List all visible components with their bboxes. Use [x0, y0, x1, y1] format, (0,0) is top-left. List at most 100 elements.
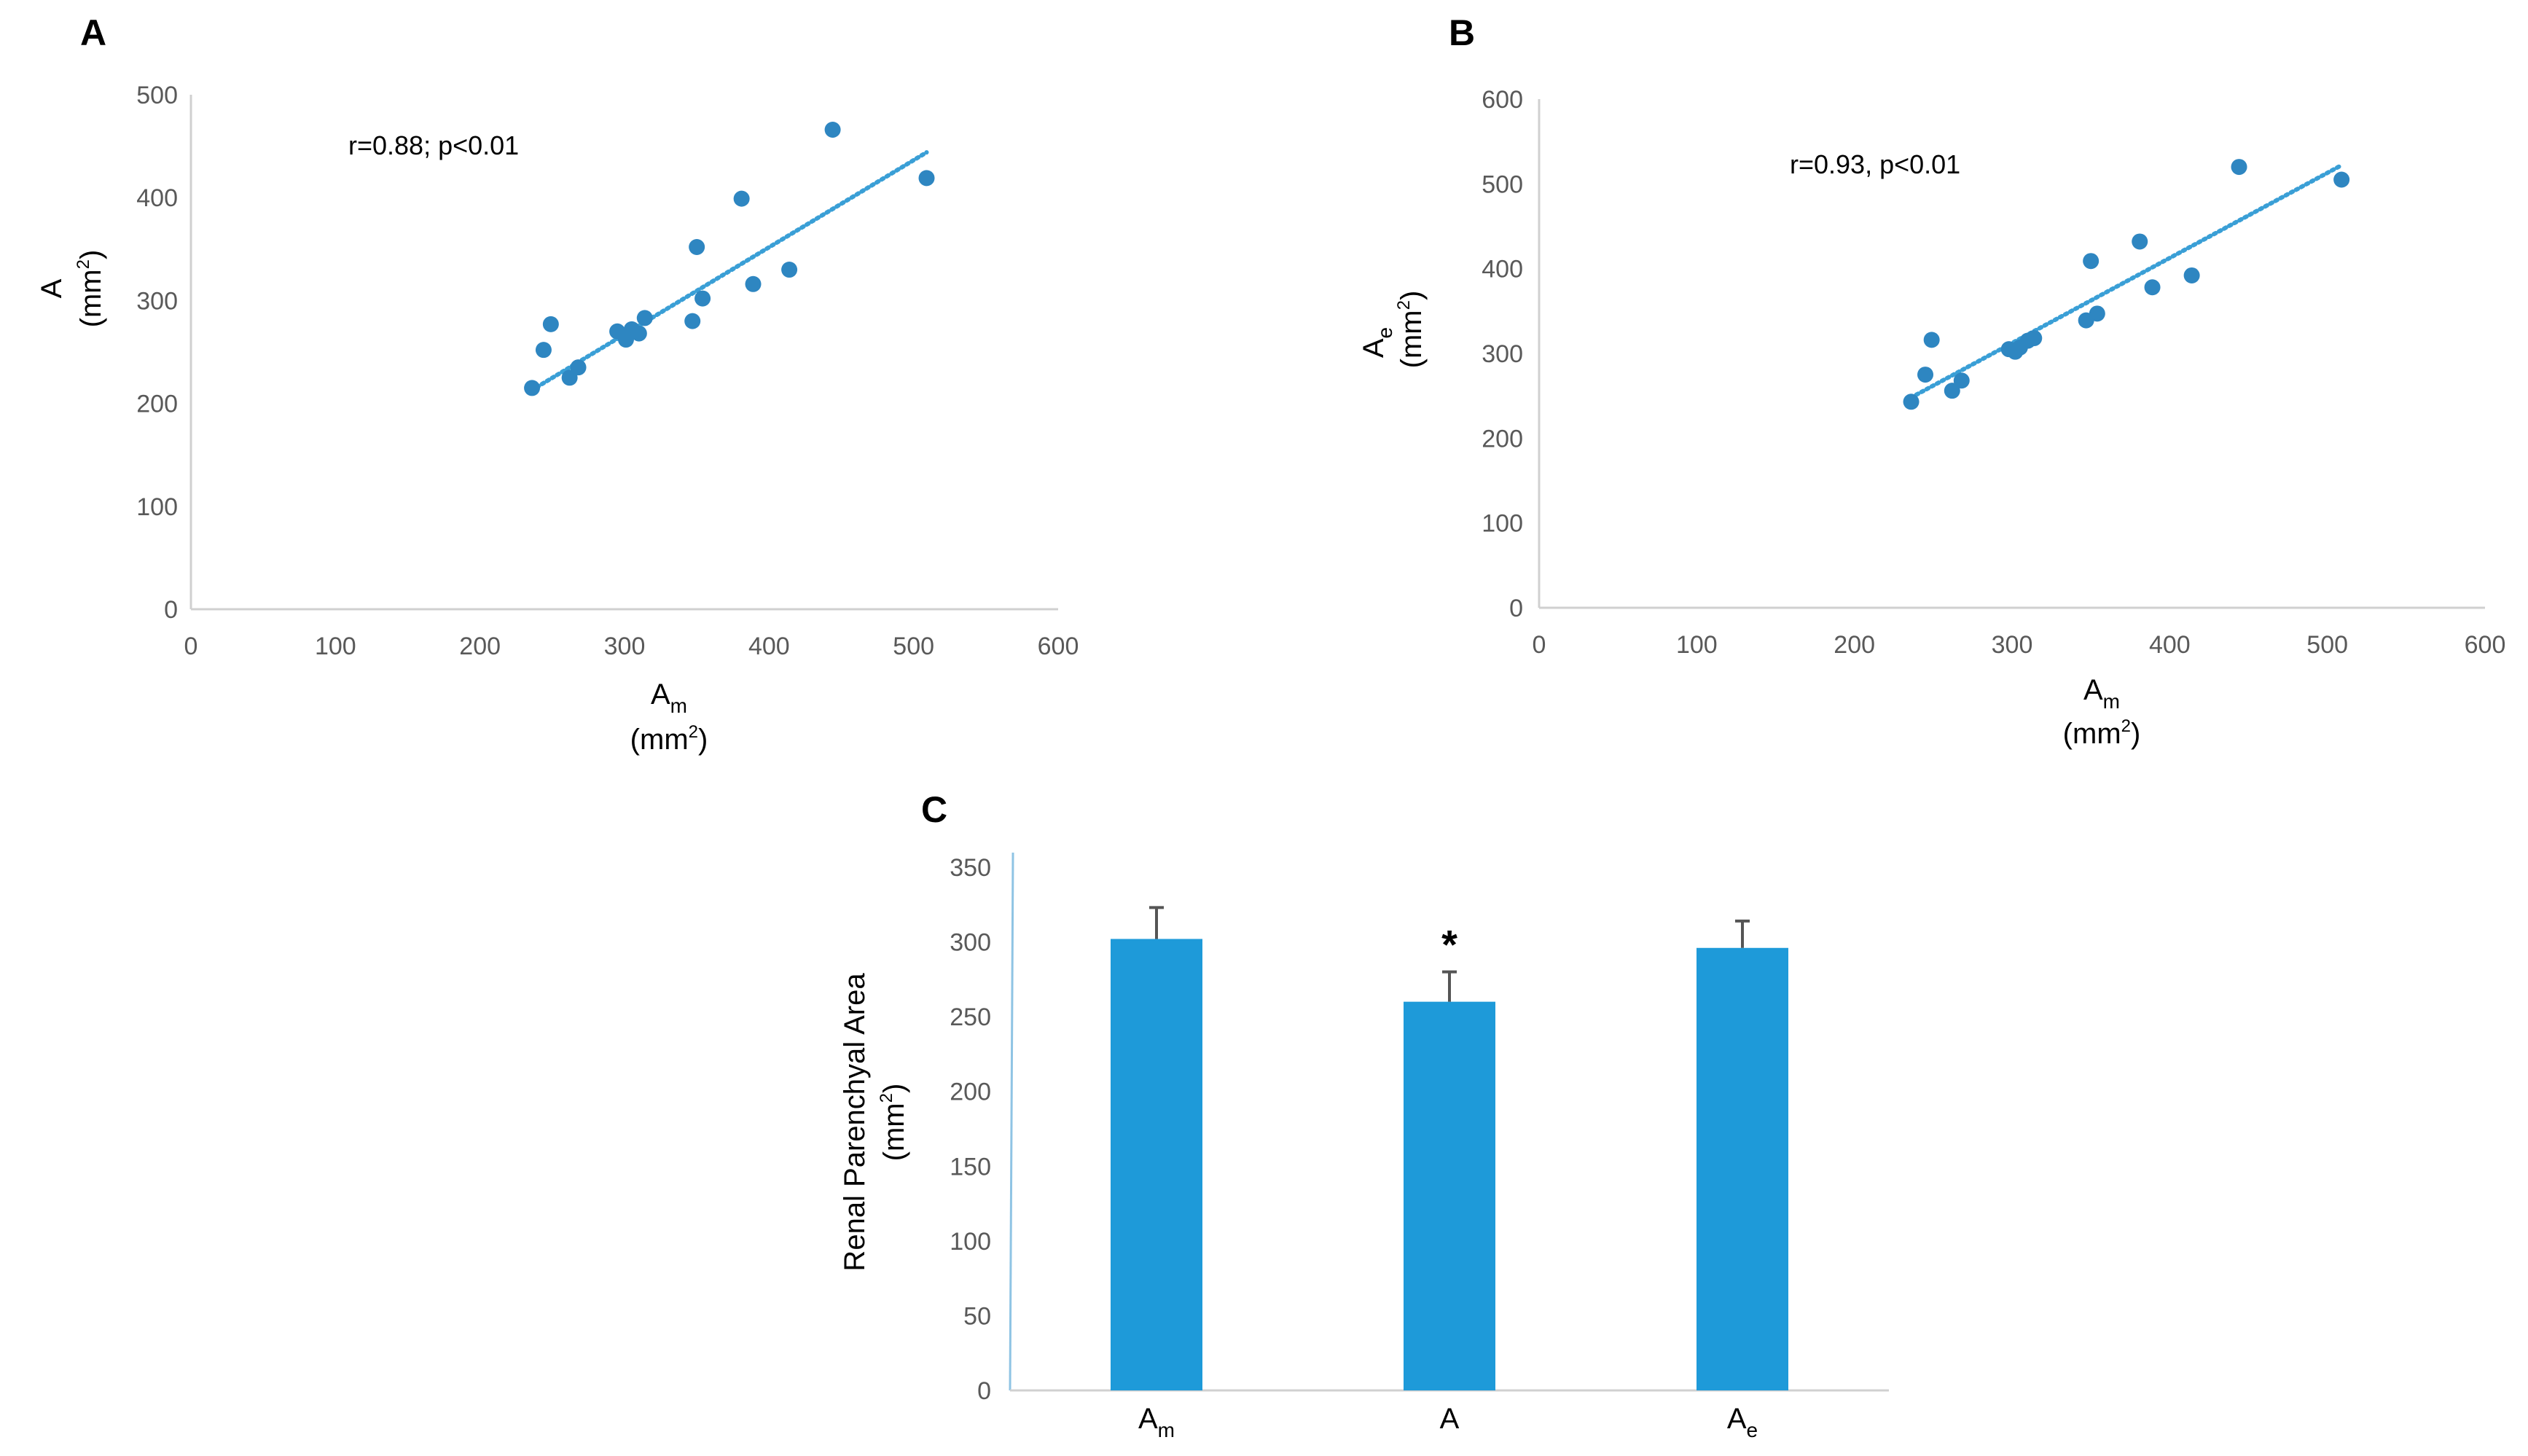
- panel-a-trendline-layer: [530, 150, 929, 393]
- panel-b-y-axis-unit: (mm2): [1394, 291, 1428, 369]
- panel-a-x-tick-label: 0: [184, 633, 198, 660]
- panel-a-y-tick-label: 200: [136, 391, 178, 418]
- panel-a-data-point: [689, 238, 705, 255]
- panel-a-data-point: [542, 316, 559, 332]
- panel-a-x-axis-title: Am: [651, 678, 687, 717]
- panel-b-x-tick-label: 200: [1834, 631, 1875, 659]
- panel-a-y-tick-label: 100: [136, 493, 178, 521]
- panel-a-data-point: [918, 170, 935, 187]
- panel-b-data-point: [2231, 159, 2247, 176]
- panel-b-data-point: [2089, 305, 2105, 322]
- panel-b-data-point: [2144, 279, 2161, 296]
- svg-text:(mm2): (mm2): [877, 1084, 910, 1162]
- panel-c-y-axis-line: [1009, 852, 1014, 1391]
- panel-a-x-tick-labels: 0 100 200 300 400 500 600: [184, 633, 1079, 660]
- panel-b-data-point: [2183, 267, 2200, 283]
- panel-b-data-point: [2083, 253, 2100, 270]
- panel-b-y-tick-labels: 0 100 200 300 400 500 600: [1482, 86, 1523, 622]
- panel-b-x-tick-label: 400: [2149, 631, 2191, 659]
- panel-a-y-axis-title: A: [36, 278, 68, 298]
- panel-a-data-point: [684, 313, 701, 329]
- panel-b-data-point: [1953, 372, 1970, 389]
- panel-c-y-tick-labels: 0 50 100 150 200 250 300 350: [950, 854, 991, 1405]
- panel-a-data-point: [733, 190, 750, 207]
- panel-b-x-tick-labels: 0 100 200 300 400 500 600: [1533, 631, 2506, 659]
- panel-c-y-tick-label: 100: [950, 1228, 991, 1256]
- scatter-panel-a: A 0 100 200 300 400 500 0 100 200 300 400 500 600 r…: [36, 12, 1079, 756]
- panel-b-x-tick-label: 500: [2306, 631, 2348, 659]
- panel-b-y-tick-label: 400: [1482, 256, 1523, 283]
- panel-b-y-axis-title: Ae: [1358, 327, 1396, 358]
- panel-a-y-axis-unit: (mm2): [74, 250, 107, 328]
- panel-c-x-tick-labels: Am A Ae: [1138, 1403, 1758, 1441]
- panel-b-points-layer: [1903, 159, 2350, 410]
- svg-text:Renal Parenchyal Area: Renal Parenchyal Area: [839, 973, 871, 1272]
- panel-b-x-axis-title: Am: [2083, 674, 2120, 713]
- panel-a-x-tick-label: 100: [315, 633, 356, 660]
- panel-a-data-point: [630, 325, 647, 342]
- panel-c-category-label: Ae: [1727, 1403, 1758, 1441]
- panel-b-letter: B: [1449, 12, 1475, 53]
- panel-a-data-point: [781, 262, 798, 278]
- panel-b-y-tick-label: 500: [1482, 171, 1523, 198]
- panel-a-points-layer: [524, 122, 935, 396]
- panel-a-x-tick-label: 400: [748, 633, 790, 660]
- svg-text:(mm2): (mm2): [1394, 291, 1428, 369]
- panel-a-letter: A: [80, 12, 106, 53]
- panel-a-data-point: [535, 342, 552, 359]
- panel-a-data-point: [524, 380, 541, 396]
- panel-b-data-point: [1903, 394, 1920, 410]
- panel-b-trendline: [1909, 163, 2344, 400]
- panel-a-x-tick-label: 300: [604, 633, 646, 660]
- panel-a-data-point: [636, 310, 653, 326]
- svg-text:A: A: [36, 278, 68, 298]
- panel-c-y-tick-label: 200: [950, 1079, 991, 1106]
- panel-a-data-point: [570, 359, 587, 376]
- panel-b-y-tick-label: 100: [1482, 510, 1523, 538]
- panel-a-x-tick-label: 200: [459, 633, 501, 660]
- panel-a-x-tick-label: 600: [1038, 633, 1079, 660]
- panel-b-data-point: [2132, 233, 2148, 250]
- panel-b-x-tick-label: 600: [2465, 631, 2506, 659]
- panel-a-data-point: [824, 122, 841, 138]
- panel-a-data-point: [745, 275, 762, 292]
- panel-c-y-tick-label: 350: [950, 854, 991, 882]
- panel-c-letter: C: [921, 789, 947, 830]
- panel-c-y-tick-label: 250: [950, 1003, 991, 1031]
- panel-b-data-point: [1917, 367, 1934, 383]
- panel-b-y-tick-label: 600: [1482, 86, 1523, 114]
- panel-c-y-axis-unit: (mm2): [877, 1084, 910, 1162]
- panel-b-data-point: [1923, 332, 1940, 348]
- svg-text:Ae: Ae: [1358, 327, 1396, 358]
- panel-a-data-point: [694, 290, 711, 307]
- panel-b-y-tick-label: 300: [1482, 340, 1523, 368]
- bar: [1404, 1001, 1495, 1390]
- panel-b-trendline-layer: [1909, 163, 2344, 400]
- panel-b-x-tick-label: 0: [1533, 631, 1546, 659]
- panel-b-x-axis-unit: (mm2): [2063, 716, 2141, 750]
- panel-c-y-axis-title: Renal Parenchyal Area: [839, 973, 871, 1272]
- panel-c-y-tick-label: 50: [963, 1302, 991, 1330]
- panel-b-x-tick-label: 100: [1676, 631, 1718, 659]
- panel-a-y-tick-labels: 0 100 200 300 400 500: [136, 82, 178, 624]
- bar-panel-c: C 0 50 100 150 200 250 300 350 * Am A Ae Renal Pa…: [839, 789, 1889, 1441]
- panel-b-data-point: [2333, 171, 2350, 188]
- panel-a-x-axis-unit: (mm2): [630, 722, 708, 756]
- panel-a-y-tick-label: 400: [136, 184, 178, 212]
- scatter-panel-b: B 0 100 200 300 400 500 600 0 100 200 300 400 500 60…: [1358, 12, 2505, 750]
- panel-a-y-tick-label: 0: [164, 596, 178, 624]
- panel-b-y-tick-label: 200: [1482, 425, 1523, 453]
- bar: [1697, 947, 1788, 1390]
- panel-a-trendline: [530, 150, 929, 393]
- panel-c-y-tick-label: 300: [950, 929, 991, 957]
- panel-b-correlation-annotation: r=0.93, p<0.01: [1790, 149, 1960, 179]
- panel-a-x-tick-label: 500: [893, 633, 934, 660]
- panel-b-data-point: [1944, 383, 1960, 399]
- panel-c-y-tick-label: 0: [977, 1377, 991, 1405]
- panel-c-category-label: A: [1440, 1403, 1460, 1435]
- panel-b-data-point: [2026, 330, 2043, 347]
- panel-c-bars-layer: *: [1111, 906, 1788, 1390]
- panel-c-category-label: Am: [1138, 1403, 1175, 1441]
- panel-a-y-tick-label: 300: [136, 287, 178, 315]
